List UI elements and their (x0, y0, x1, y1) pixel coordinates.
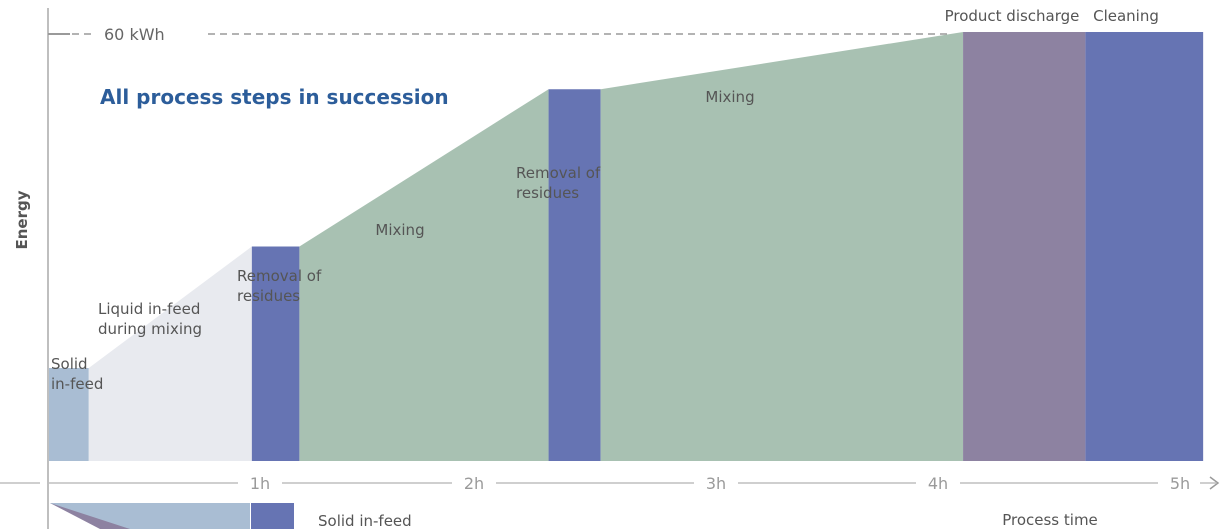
segment-labels: Solid in-feed Liquid in-feed during mixing R… (51, 7, 1159, 393)
x-tick-label-4h: 4h (928, 474, 948, 493)
segment-label-2: Removal of residues (237, 267, 322, 305)
segment-label-7: Cleaning (1093, 7, 1159, 25)
segment-label-3: Mixing (375, 221, 424, 239)
segment-removal-2 (251, 246, 300, 461)
segment-label-5: Mixing (705, 88, 754, 106)
segment-cleaning-7 (1085, 32, 1204, 461)
x-tick-label-5h: 5h (1170, 474, 1190, 493)
x-axis-arrow-icon (1209, 476, 1220, 490)
chart-subtitle: All process steps in succession (100, 85, 449, 109)
lower-panel-fan-solid (50, 503, 250, 529)
segment-label-4: Removal of residues (516, 164, 601, 202)
segment-label-6: Product discharge (945, 7, 1080, 25)
x-tick-label-1h: 1h (250, 474, 270, 493)
segment-mixing-3 (299, 89, 549, 461)
y-axis-title: Energy (13, 190, 31, 249)
segment-label-0: Solid in-feed (51, 355, 103, 393)
segment-discharge-6 (963, 32, 1086, 461)
x-axis-title: Process time (1002, 511, 1098, 529)
lower-panel: Solid in-feed (50, 503, 412, 529)
segment-liquid-infeed-1 (88, 246, 252, 461)
segment-label-1: Liquid in-feed during mixing (98, 300, 202, 338)
lower-panel-removal-bar (251, 503, 294, 529)
lower-panel-label: Solid in-feed (318, 512, 412, 529)
y-reference-label: 60 kWh (104, 25, 165, 44)
x-axis: 1h 2h 3h 4h 5h (0, 474, 1220, 493)
segment-mixing-5 (600, 32, 964, 461)
x-tick-label-3h: 3h (706, 474, 726, 493)
area-layer (48, 32, 1204, 461)
segment-removal-4 (548, 89, 601, 461)
x-tick-label-2h: 2h (464, 474, 484, 493)
segment-solid-infeed-0 (48, 368, 89, 461)
